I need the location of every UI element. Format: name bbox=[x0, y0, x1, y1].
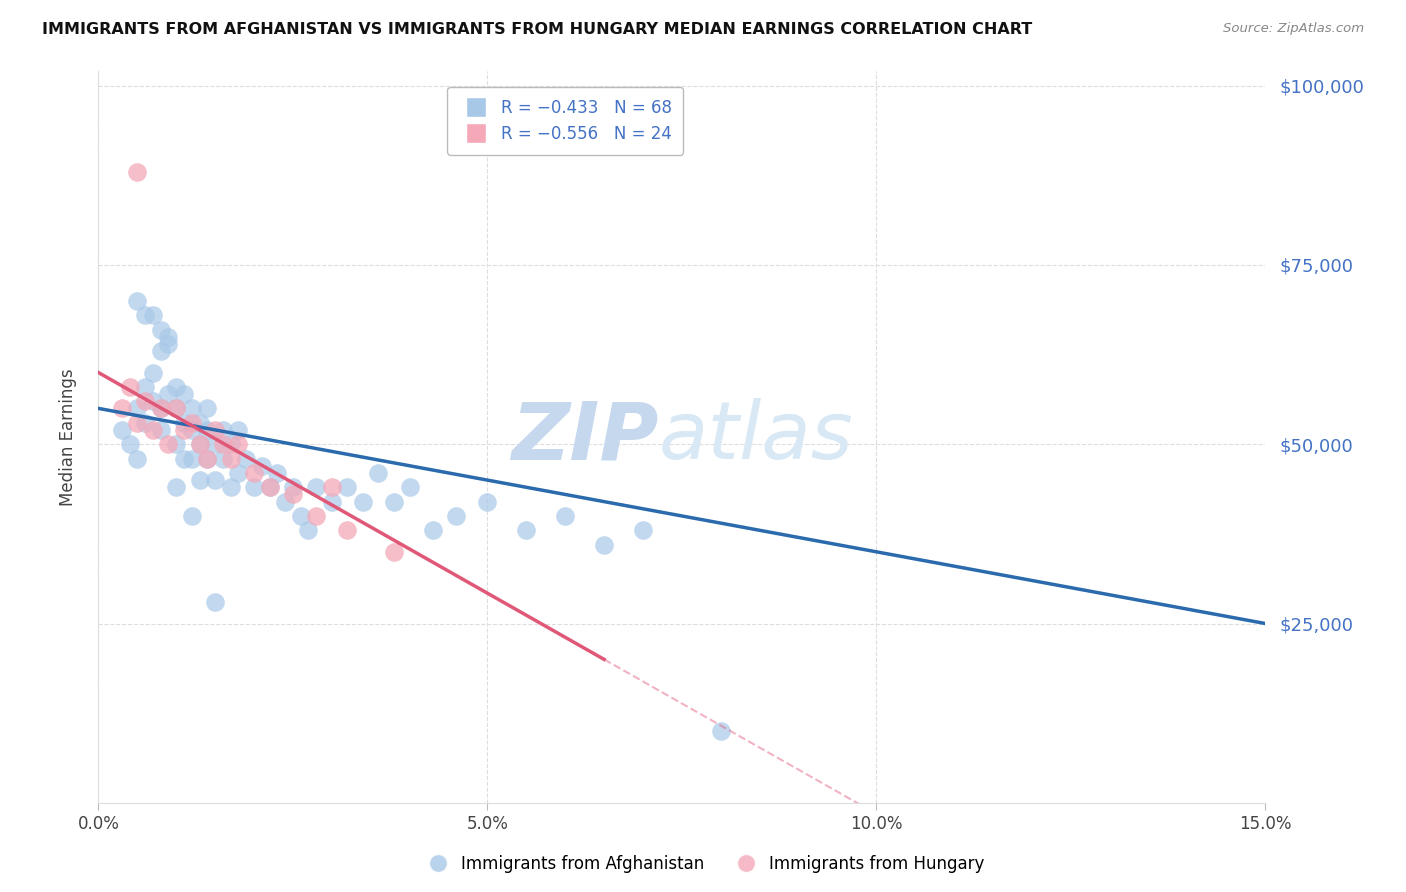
Point bbox=[195, 451, 218, 466]
Y-axis label: Median Earnings: Median Earnings bbox=[59, 368, 77, 506]
Point bbox=[127, 451, 149, 466]
Point bbox=[631, 524, 654, 538]
Point bbox=[149, 423, 172, 437]
Point bbox=[250, 458, 273, 473]
Point bbox=[336, 480, 359, 494]
Text: atlas: atlas bbox=[658, 398, 853, 476]
Point bbox=[212, 423, 235, 437]
Point bbox=[118, 380, 141, 394]
Text: IMMIGRANTS FROM AFGHANISTAN VS IMMIGRANTS FROM HUNGARY MEDIAN EARNINGS CORRELATI: IMMIGRANTS FROM AFGHANISTAN VS IMMIGRANT… bbox=[42, 22, 1032, 37]
Point bbox=[165, 480, 187, 494]
Point bbox=[127, 293, 149, 308]
Point bbox=[188, 416, 211, 430]
Point bbox=[149, 401, 172, 416]
Point bbox=[165, 401, 187, 416]
Point bbox=[188, 437, 211, 451]
Point bbox=[477, 494, 499, 508]
Point bbox=[188, 473, 211, 487]
Legend: Immigrants from Afghanistan, Immigrants from Hungary: Immigrants from Afghanistan, Immigrants … bbox=[415, 848, 991, 880]
Point bbox=[127, 401, 149, 416]
Point bbox=[142, 394, 165, 409]
Point bbox=[305, 480, 328, 494]
Point bbox=[157, 329, 180, 343]
Point bbox=[336, 524, 359, 538]
Point bbox=[212, 451, 235, 466]
Point bbox=[259, 480, 281, 494]
Point bbox=[127, 416, 149, 430]
Point bbox=[382, 494, 405, 508]
Point bbox=[165, 401, 187, 416]
Point bbox=[180, 416, 202, 430]
Point bbox=[157, 336, 180, 351]
Point bbox=[134, 308, 156, 322]
Point bbox=[142, 308, 165, 322]
Point bbox=[134, 416, 156, 430]
Point bbox=[173, 423, 195, 437]
Point bbox=[142, 423, 165, 437]
Point bbox=[173, 451, 195, 466]
Point bbox=[219, 451, 242, 466]
Point bbox=[367, 466, 389, 480]
Point bbox=[235, 451, 257, 466]
Point bbox=[204, 473, 226, 487]
Point bbox=[382, 545, 405, 559]
Text: Source: ZipAtlas.com: Source: ZipAtlas.com bbox=[1223, 22, 1364, 36]
Point bbox=[142, 366, 165, 380]
Point bbox=[710, 724, 733, 739]
Point bbox=[195, 423, 218, 437]
Point bbox=[180, 508, 202, 523]
Point bbox=[173, 387, 195, 401]
Point bbox=[281, 487, 304, 501]
Point bbox=[165, 437, 187, 451]
Point bbox=[593, 538, 616, 552]
Point bbox=[118, 437, 141, 451]
Point bbox=[157, 437, 180, 451]
Point bbox=[111, 401, 134, 416]
Point bbox=[274, 494, 297, 508]
Point bbox=[134, 394, 156, 409]
Point bbox=[134, 380, 156, 394]
Point bbox=[149, 322, 172, 336]
Point bbox=[204, 423, 226, 437]
Point bbox=[180, 401, 202, 416]
Point bbox=[165, 380, 187, 394]
Point bbox=[157, 387, 180, 401]
Legend: R = −0.433   N = 68, R = −0.556   N = 24: R = −0.433 N = 68, R = −0.556 N = 24 bbox=[447, 87, 683, 154]
Point bbox=[149, 401, 172, 416]
Point bbox=[515, 524, 537, 538]
Point bbox=[228, 423, 250, 437]
Text: ZIP: ZIP bbox=[512, 398, 658, 476]
Point bbox=[188, 437, 211, 451]
Point bbox=[259, 480, 281, 494]
Point bbox=[243, 466, 266, 480]
Point bbox=[204, 595, 226, 609]
Point bbox=[305, 508, 328, 523]
Point bbox=[281, 480, 304, 494]
Point bbox=[195, 401, 218, 416]
Point bbox=[398, 480, 420, 494]
Point bbox=[149, 344, 172, 359]
Point bbox=[321, 480, 343, 494]
Point bbox=[228, 466, 250, 480]
Point bbox=[352, 494, 374, 508]
Point bbox=[297, 524, 319, 538]
Point bbox=[446, 508, 468, 523]
Point bbox=[422, 524, 444, 538]
Point bbox=[173, 416, 195, 430]
Point bbox=[243, 480, 266, 494]
Point bbox=[180, 451, 202, 466]
Point bbox=[195, 451, 218, 466]
Point bbox=[554, 508, 576, 523]
Point bbox=[204, 437, 226, 451]
Point bbox=[111, 423, 134, 437]
Point bbox=[219, 480, 242, 494]
Point bbox=[290, 508, 312, 523]
Point bbox=[219, 437, 242, 451]
Point bbox=[266, 466, 288, 480]
Point bbox=[321, 494, 343, 508]
Point bbox=[228, 437, 250, 451]
Point bbox=[212, 437, 235, 451]
Point bbox=[180, 423, 202, 437]
Point bbox=[127, 165, 149, 179]
